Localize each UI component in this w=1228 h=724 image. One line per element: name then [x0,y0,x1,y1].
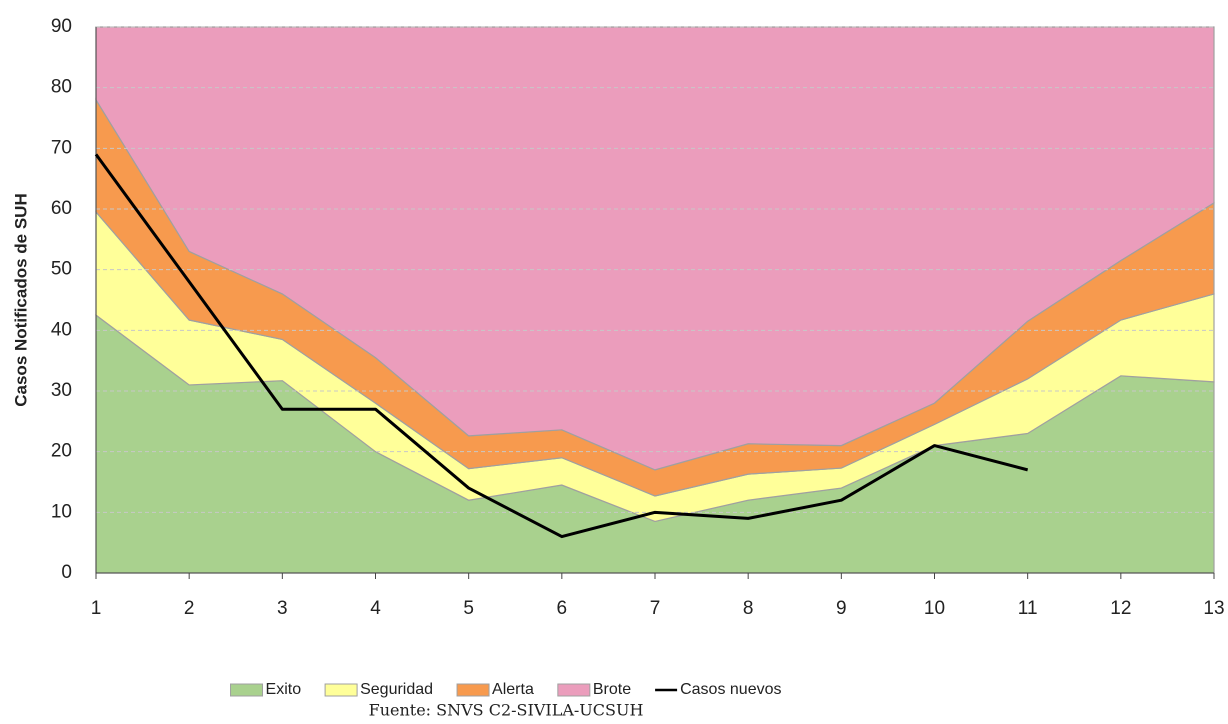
x-tick-label: 1 [91,598,102,619]
x-tick-label: 10 [924,598,945,619]
y-tick-label: 0 [61,562,72,583]
legend-swatch [557,683,591,697]
y-axis-label: Casos Notificados de SUH [11,193,30,407]
y-tick-label: 20 [51,441,72,462]
y-tick-label: 40 [51,319,72,340]
y-tick-label: 30 [51,380,72,401]
legend-label: Alerta [492,681,534,698]
y-tick-label: 80 [51,77,72,98]
y-tick-label: 70 [51,137,72,158]
legend-label: Exito [266,681,302,698]
x-tick-label: 11 [1018,598,1038,619]
x-tick-label: 8 [743,598,754,619]
y-tick-label: 10 [51,501,72,522]
x-tick-label: 7 [650,598,661,619]
legend-swatch [230,683,264,697]
x-tick-label: 5 [463,598,474,619]
x-tick-label: 3 [277,598,288,619]
legend-label: Seguridad [360,681,433,698]
x-tick-label: 2 [184,598,195,619]
line [94,153,1029,539]
y-tick-label: 90 [51,16,72,37]
x-tick-label: 12 [1110,598,1131,619]
legend-label: Brote [593,681,631,698]
x-tick-label: 4 [370,598,381,619]
legend-swatch [456,683,490,697]
legend-item: Exito [230,681,302,698]
legend-item: Brote [557,681,631,698]
area [95,26,1215,471]
legend-item: Seguridad [324,681,433,698]
x-tick-label: 6 [557,598,568,619]
plot-area [95,26,1215,574]
legend-label: Casos nuevos [680,681,781,698]
legend-swatch [324,683,358,697]
x-tick-label: 13 [1203,598,1224,619]
x-tick-label: 9 [836,598,847,619]
y-tick-label: 50 [51,259,72,280]
legend-item: Casos nuevos [655,681,781,698]
y-tick-label: 60 [51,198,72,219]
source-note: Fuente: SNVS C2-SIVILA-UCSUH [369,701,644,720]
legend-item: Alerta [456,681,534,698]
